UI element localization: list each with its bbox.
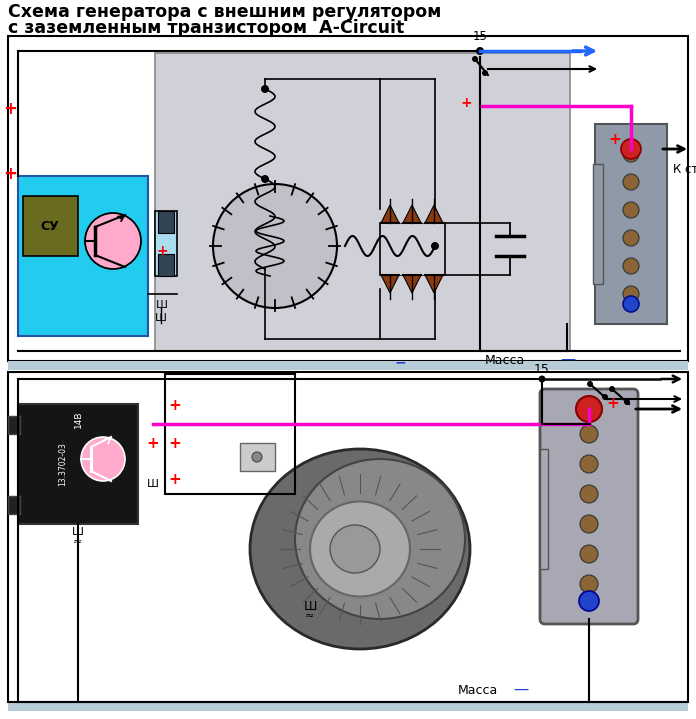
Text: +: + (607, 396, 619, 411)
Text: +: + (156, 244, 168, 258)
Bar (18, 404, 138, 524)
Circle shape (431, 242, 439, 250)
Text: 14В: 14В (74, 411, 83, 428)
Text: 15: 15 (473, 30, 487, 43)
Bar (8, 36, 688, 361)
Text: +: + (147, 436, 159, 452)
Circle shape (261, 85, 269, 93)
Circle shape (539, 375, 546, 383)
Polygon shape (381, 275, 399, 293)
Ellipse shape (295, 459, 465, 619)
Text: с заземленным транзистором  A-Circuit: с заземленным транзистором A-Circuit (8, 19, 404, 37)
Circle shape (623, 258, 639, 274)
Bar (155, 53, 570, 351)
Circle shape (81, 437, 125, 481)
Circle shape (580, 515, 598, 533)
Circle shape (624, 399, 630, 405)
Text: СУ: СУ (40, 219, 59, 232)
Circle shape (261, 175, 269, 183)
Bar (155, 211, 177, 276)
Circle shape (621, 139, 641, 159)
FancyBboxPatch shape (540, 389, 638, 624)
Circle shape (580, 575, 598, 593)
Circle shape (85, 213, 141, 269)
Ellipse shape (330, 525, 380, 573)
Circle shape (580, 545, 598, 563)
Polygon shape (403, 275, 421, 293)
Text: +: + (3, 165, 17, 183)
Text: ≈: ≈ (73, 537, 83, 547)
Circle shape (623, 174, 639, 190)
Text: —: — (560, 352, 576, 367)
Text: 13.3702-03: 13.3702-03 (58, 442, 68, 486)
Text: +: + (168, 398, 182, 413)
Bar (593, 164, 603, 284)
Circle shape (482, 70, 488, 76)
Circle shape (587, 381, 593, 387)
Bar (165, 374, 295, 494)
Bar (18, 176, 148, 336)
Circle shape (623, 296, 639, 312)
Polygon shape (425, 205, 443, 223)
Text: Масса: Масса (485, 354, 525, 367)
Bar (8, 702, 688, 711)
Text: +: + (608, 132, 622, 147)
Polygon shape (403, 205, 421, 223)
Bar (540, 449, 548, 569)
Circle shape (580, 455, 598, 473)
Bar (23, 196, 78, 256)
Circle shape (623, 146, 639, 162)
Circle shape (576, 396, 602, 422)
Bar (240, 443, 275, 471)
Circle shape (580, 425, 598, 443)
Text: Масса: Масса (458, 684, 498, 697)
Text: +: + (460, 96, 472, 110)
Text: +: + (168, 472, 182, 487)
Text: Схема генератора с внешним регулятором: Схема генератора с внешним регулятором (8, 3, 441, 21)
Circle shape (609, 386, 615, 392)
Text: Ш: Ш (155, 313, 167, 323)
Bar (8, 372, 688, 702)
Text: −: − (394, 355, 406, 369)
Text: Ш: Ш (72, 527, 84, 537)
Text: —: — (513, 682, 528, 697)
Circle shape (213, 184, 337, 308)
Circle shape (580, 485, 598, 503)
Bar (158, 211, 174, 233)
Text: К стартеру: К стартеру (673, 162, 696, 175)
Polygon shape (381, 205, 399, 223)
Bar (8, 416, 20, 434)
Text: 15: 15 (534, 363, 550, 376)
Circle shape (602, 394, 608, 400)
Ellipse shape (310, 501, 410, 597)
Circle shape (623, 286, 639, 302)
Bar (8, 361, 688, 370)
Circle shape (579, 591, 599, 611)
Circle shape (476, 47, 484, 55)
Polygon shape (425, 275, 443, 293)
Circle shape (472, 56, 478, 62)
Text: +: + (168, 436, 182, 452)
Bar (595, 124, 667, 324)
Circle shape (252, 452, 262, 462)
Bar (8, 496, 20, 514)
Circle shape (623, 230, 639, 246)
Circle shape (623, 202, 639, 218)
Text: Ш: Ш (156, 300, 168, 310)
Bar (158, 254, 174, 276)
Text: ≈: ≈ (306, 611, 315, 621)
Text: Ш: Ш (147, 479, 159, 489)
Ellipse shape (250, 449, 470, 649)
Text: +: + (3, 100, 17, 118)
Text: Ш: Ш (303, 600, 317, 613)
